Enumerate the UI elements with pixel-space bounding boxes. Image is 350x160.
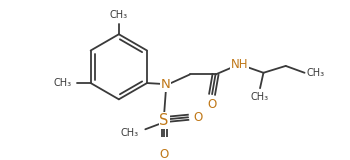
- Text: NH: NH: [231, 58, 248, 71]
- Text: O: O: [193, 111, 203, 124]
- Text: CH₃: CH₃: [251, 92, 269, 102]
- Text: CH₃: CH₃: [120, 128, 139, 138]
- Text: CH₃: CH₃: [110, 10, 128, 20]
- Text: S: S: [160, 113, 169, 128]
- Text: CH₃: CH₃: [54, 78, 72, 88]
- Text: N: N: [161, 78, 171, 91]
- Text: O: O: [160, 148, 169, 160]
- Text: O: O: [208, 98, 217, 112]
- Text: CH₃: CH₃: [306, 68, 324, 78]
